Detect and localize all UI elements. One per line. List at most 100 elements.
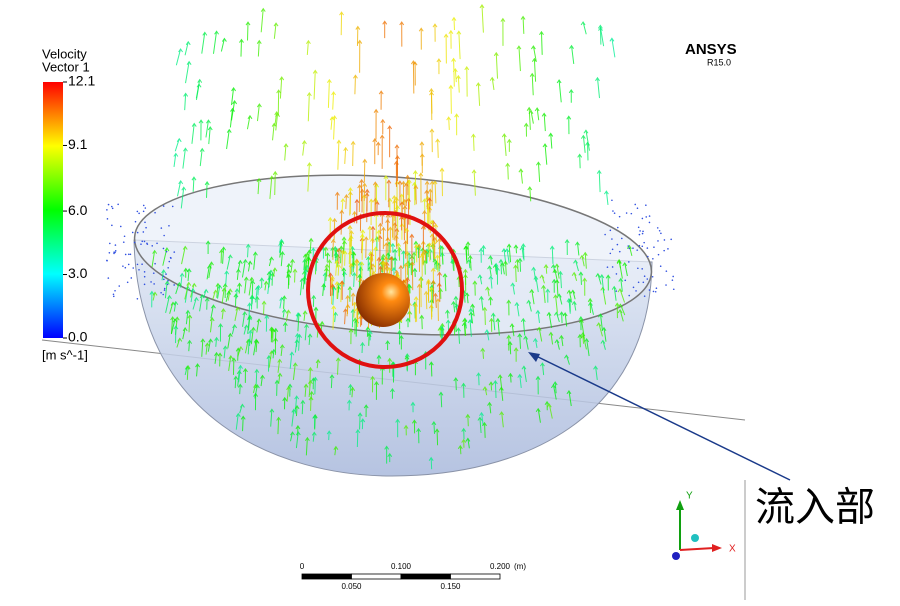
vector bbox=[195, 83, 202, 101]
vector bbox=[431, 240, 437, 259]
vector bbox=[615, 290, 618, 292]
vector bbox=[454, 113, 460, 136]
vector bbox=[422, 210, 427, 230]
vector bbox=[231, 87, 236, 106]
vector bbox=[643, 295, 646, 297]
vector bbox=[357, 184, 363, 212]
vector bbox=[374, 381, 379, 400]
vector bbox=[468, 307, 474, 323]
vector bbox=[566, 289, 572, 301]
vector bbox=[247, 260, 253, 272]
vector bbox=[303, 383, 309, 397]
vector bbox=[228, 355, 234, 371]
vector bbox=[436, 237, 442, 269]
vector bbox=[271, 122, 277, 141]
vector bbox=[355, 428, 361, 448]
vector bbox=[403, 424, 409, 436]
vector bbox=[269, 175, 275, 200]
vector bbox=[254, 339, 260, 353]
vector bbox=[506, 299, 512, 316]
vector bbox=[112, 293, 115, 296]
vector bbox=[362, 182, 368, 201]
vector bbox=[162, 247, 165, 250]
vector bbox=[279, 296, 285, 309]
vector bbox=[620, 237, 623, 240]
vector bbox=[243, 276, 249, 294]
vector bbox=[658, 229, 661, 232]
vector bbox=[231, 324, 238, 335]
vector bbox=[622, 261, 628, 277]
vector bbox=[220, 37, 227, 52]
vector bbox=[514, 258, 520, 272]
vector bbox=[283, 143, 289, 161]
vector bbox=[110, 205, 113, 208]
vector bbox=[476, 372, 481, 386]
vector bbox=[395, 418, 401, 438]
vector bbox=[618, 250, 621, 253]
vector bbox=[493, 51, 499, 79]
vector bbox=[519, 246, 525, 259]
vector bbox=[154, 211, 156, 214]
vector bbox=[429, 128, 435, 153]
vector bbox=[553, 294, 558, 313]
vector bbox=[201, 31, 208, 54]
vector bbox=[273, 22, 279, 39]
vector bbox=[553, 311, 560, 323]
vector bbox=[596, 322, 603, 337]
vector bbox=[133, 241, 136, 244]
vector bbox=[304, 436, 310, 456]
vector bbox=[523, 122, 529, 137]
vector bbox=[106, 209, 108, 211]
vector bbox=[611, 238, 613, 240]
vector bbox=[113, 251, 115, 253]
vector bbox=[286, 273, 292, 289]
vector bbox=[184, 281, 192, 300]
vector bbox=[663, 249, 665, 252]
vector bbox=[517, 333, 523, 349]
vector bbox=[463, 244, 469, 261]
vector bbox=[220, 308, 226, 320]
vector bbox=[648, 289, 651, 291]
vector bbox=[335, 357, 341, 375]
vector bbox=[611, 199, 613, 202]
vector bbox=[144, 221, 146, 224]
vector bbox=[169, 256, 172, 259]
vector bbox=[575, 241, 580, 256]
vector bbox=[292, 362, 298, 381]
colorbar-label: 9.1 bbox=[68, 136, 88, 152]
vector bbox=[250, 326, 256, 345]
vector bbox=[379, 134, 385, 169]
vector bbox=[168, 260, 171, 263]
vector bbox=[329, 374, 335, 389]
vector bbox=[276, 416, 282, 435]
vector bbox=[274, 110, 280, 126]
vector bbox=[461, 427, 467, 440]
vector bbox=[143, 271, 146, 273]
vector bbox=[295, 431, 301, 449]
vector bbox=[539, 362, 545, 376]
vector bbox=[648, 221, 651, 224]
vector bbox=[464, 292, 470, 304]
vector bbox=[568, 88, 574, 103]
vector bbox=[261, 300, 267, 315]
vector bbox=[550, 383, 557, 400]
vector bbox=[672, 275, 674, 278]
vector bbox=[129, 253, 132, 256]
pointer-line bbox=[529, 352, 791, 481]
vector bbox=[175, 48, 183, 66]
annotation: 流入部 bbox=[755, 486, 875, 530]
vector bbox=[256, 103, 262, 122]
vector bbox=[325, 252, 331, 262]
vector bbox=[347, 250, 353, 277]
vector bbox=[599, 274, 605, 293]
vector bbox=[387, 452, 393, 463]
vector bbox=[177, 179, 184, 197]
vector bbox=[418, 276, 424, 308]
vector bbox=[328, 272, 333, 297]
vector bbox=[446, 116, 452, 130]
vector bbox=[611, 266, 614, 268]
vector bbox=[237, 282, 242, 294]
vector bbox=[395, 155, 400, 182]
vector bbox=[641, 232, 644, 235]
vector bbox=[362, 158, 368, 183]
